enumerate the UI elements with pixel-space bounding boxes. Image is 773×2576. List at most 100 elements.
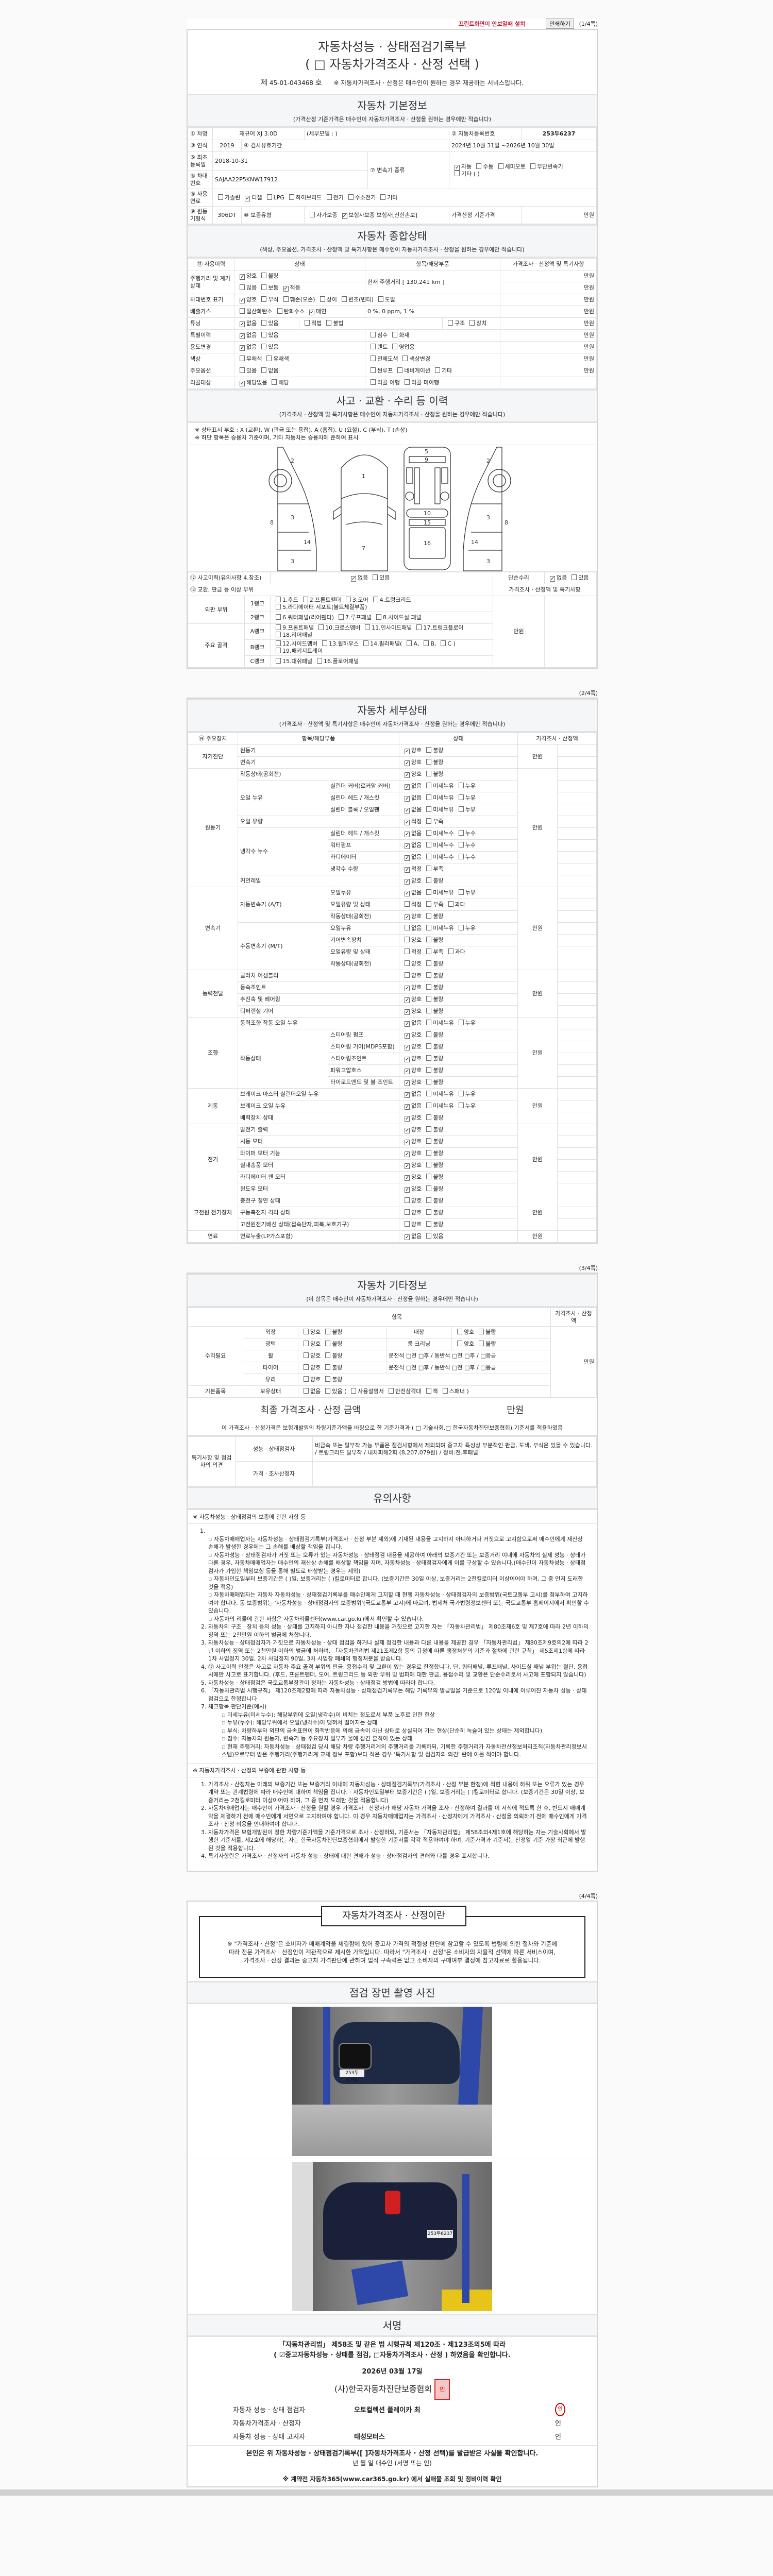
checkbox[interactable] bbox=[304, 1388, 309, 1394]
checkbox[interactable] bbox=[479, 1329, 484, 1334]
checkbox[interactable]: ✓ bbox=[405, 986, 410, 991]
checkbox[interactable]: ✓ bbox=[405, 867, 410, 873]
checkbox[interactable] bbox=[457, 1329, 462, 1334]
checkbox[interactable] bbox=[426, 948, 432, 954]
checkbox[interactable]: ✓ bbox=[405, 832, 410, 837]
checkbox[interactable]: ✓ bbox=[405, 808, 410, 814]
checkbox[interactable] bbox=[276, 632, 281, 637]
checkbox[interactable] bbox=[426, 1388, 431, 1394]
checkbox[interactable] bbox=[304, 1341, 309, 1346]
checkbox[interactable] bbox=[365, 624, 371, 630]
print-button[interactable]: 인쇄하기 bbox=[546, 19, 574, 29]
checkbox[interactable] bbox=[426, 1126, 432, 1132]
checkbox[interactable] bbox=[426, 794, 432, 800]
checkbox[interactable] bbox=[272, 379, 277, 385]
checkbox[interactable]: ✓ bbox=[405, 1163, 410, 1169]
checkbox[interactable] bbox=[276, 640, 281, 646]
checkbox[interactable] bbox=[402, 355, 408, 361]
checkbox[interactable] bbox=[426, 1209, 432, 1215]
checkbox[interactable] bbox=[479, 1341, 484, 1346]
checkbox[interactable] bbox=[341, 296, 347, 302]
checkbox[interactable] bbox=[458, 806, 464, 812]
checkbox[interactable]: ✓ bbox=[405, 914, 410, 920]
checkbox[interactable]: ✓ bbox=[240, 321, 245, 327]
checkbox[interactable]: ✓ bbox=[405, 1140, 410, 1145]
checkbox[interactable] bbox=[392, 332, 398, 337]
checkbox[interactable] bbox=[426, 996, 432, 1002]
checkbox[interactable] bbox=[426, 1162, 432, 1167]
checkbox[interactable]: ✓ bbox=[405, 1033, 410, 1039]
checkbox[interactable] bbox=[426, 960, 432, 966]
checkbox[interactable]: ✓ bbox=[309, 310, 315, 315]
checkbox[interactable] bbox=[304, 1364, 309, 1370]
checkbox[interactable]: ✓ bbox=[455, 164, 460, 171]
checkbox[interactable]: ✓ bbox=[405, 891, 410, 896]
checkbox[interactable] bbox=[218, 194, 223, 200]
checkbox[interactable] bbox=[426, 1138, 432, 1144]
checkbox[interactable] bbox=[426, 1067, 432, 1073]
checkbox[interactable]: ✓ bbox=[240, 345, 245, 351]
checkbox[interactable]: ✓ bbox=[245, 195, 250, 201]
checkbox[interactable] bbox=[325, 1364, 331, 1370]
checkbox[interactable] bbox=[276, 614, 281, 620]
checkbox[interactable] bbox=[240, 284, 245, 290]
checkbox[interactable] bbox=[405, 937, 410, 942]
checkbox[interactable]: ✓ bbox=[405, 997, 410, 1003]
checkbox[interactable] bbox=[426, 1114, 432, 1120]
checkbox[interactable] bbox=[240, 308, 245, 314]
checkbox[interactable] bbox=[363, 640, 369, 646]
checkbox[interactable] bbox=[448, 948, 453, 954]
checkbox[interactable] bbox=[405, 901, 410, 907]
checkbox[interactable] bbox=[276, 597, 281, 602]
checkbox[interactable] bbox=[426, 1020, 432, 1025]
checkbox[interactable]: ✓ bbox=[240, 381, 245, 386]
checkbox[interactable] bbox=[405, 1197, 410, 1203]
checkbox[interactable] bbox=[261, 296, 267, 302]
checkbox[interactable] bbox=[325, 1341, 331, 1346]
checkbox[interactable] bbox=[240, 367, 245, 373]
checkbox[interactable]: ✓ bbox=[405, 760, 410, 766]
checkbox[interactable] bbox=[426, 937, 432, 942]
checkbox[interactable] bbox=[426, 901, 432, 907]
checkbox[interactable]: ✓ bbox=[405, 843, 410, 849]
checkbox[interactable] bbox=[304, 1376, 309, 1382]
checkbox[interactable] bbox=[426, 984, 432, 990]
checkbox[interactable] bbox=[426, 913, 432, 919]
checkbox[interactable] bbox=[458, 1020, 464, 1025]
checkbox[interactable] bbox=[572, 574, 577, 580]
checkbox[interactable] bbox=[351, 1388, 357, 1394]
checkbox[interactable] bbox=[458, 1091, 464, 1096]
checkbox[interactable] bbox=[371, 344, 376, 349]
checkbox[interactable] bbox=[373, 574, 378, 580]
checkbox[interactable] bbox=[426, 747, 432, 753]
checkbox[interactable] bbox=[426, 925, 432, 930]
checkbox[interactable]: ✓ bbox=[405, 1175, 410, 1181]
checkbox[interactable] bbox=[276, 604, 281, 609]
checkbox[interactable] bbox=[388, 1388, 394, 1394]
checkbox[interactable] bbox=[405, 972, 410, 978]
checkbox[interactable] bbox=[240, 355, 245, 361]
checkbox[interactable] bbox=[405, 1209, 410, 1215]
checkbox[interactable]: ✓ bbox=[342, 213, 347, 219]
checkbox[interactable] bbox=[498, 163, 503, 169]
checkbox[interactable] bbox=[325, 1376, 331, 1382]
checkbox[interactable] bbox=[380, 194, 386, 200]
checkbox[interactable]: ✓ bbox=[405, 1080, 410, 1086]
checkbox[interactable] bbox=[426, 771, 432, 776]
checkbox[interactable] bbox=[373, 597, 378, 602]
checkbox[interactable] bbox=[371, 332, 376, 337]
checkbox[interactable] bbox=[426, 1150, 432, 1156]
checkbox[interactable] bbox=[325, 1352, 331, 1358]
checkbox[interactable] bbox=[261, 367, 267, 373]
checkbox[interactable] bbox=[405, 948, 410, 954]
checkbox[interactable] bbox=[455, 170, 460, 176]
checkbox[interactable] bbox=[261, 344, 267, 349]
checkbox[interactable] bbox=[266, 355, 272, 361]
checkbox[interactable] bbox=[261, 273, 267, 278]
checkbox[interactable]: ✓ bbox=[405, 1021, 410, 1027]
checkbox[interactable] bbox=[426, 1031, 432, 1037]
checkbox[interactable] bbox=[371, 367, 376, 373]
checkbox[interactable] bbox=[530, 163, 536, 169]
checkbox[interactable] bbox=[405, 1221, 410, 1227]
checkbox[interactable] bbox=[304, 1329, 309, 1334]
